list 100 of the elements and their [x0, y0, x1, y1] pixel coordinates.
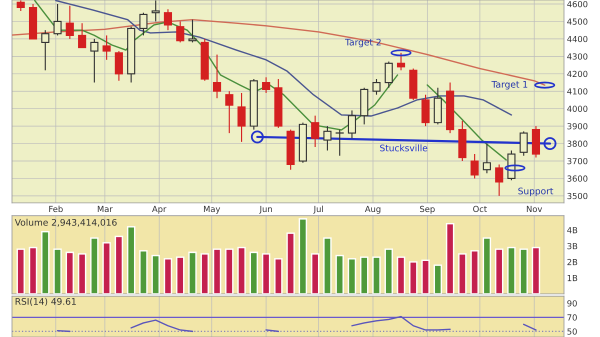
candlestick — [16, 0, 25, 12]
candlestick — [139, 12, 148, 36]
x-tick-label: Apr — [152, 206, 166, 214]
bar — [434, 264, 442, 294]
bar — [310, 253, 320, 294]
y-tick-label: 4000 — [567, 106, 588, 112]
y-tick-label: 70 — [567, 314, 577, 321]
x-tick-label: Jul — [313, 206, 323, 214]
bar — [237, 246, 246, 294]
y-tick-label: 2B — [567, 258, 578, 266]
y-tick-label: 4100 — [567, 88, 588, 95]
bar — [66, 252, 74, 294]
candlestick — [114, 50, 123, 82]
bar — [507, 246, 516, 294]
candlestick — [336, 129, 344, 156]
bar — [335, 254, 344, 294]
bar — [151, 254, 160, 294]
x-tick-label: Aug — [364, 206, 380, 214]
annotation: Target 1 — [491, 81, 528, 90]
bar — [164, 258, 172, 294]
candlestick — [41, 30, 50, 71]
y-tick-label: 4500 — [567, 18, 588, 25]
candlestick — [66, 5, 74, 40]
y-tick-label: 3700 — [567, 158, 588, 164]
bar — [470, 250, 479, 294]
bar — [274, 258, 283, 294]
annotation: Support — [518, 188, 554, 196]
candlestick — [495, 164, 504, 196]
bar — [323, 237, 332, 294]
bar — [421, 260, 430, 294]
bar — [298, 218, 308, 294]
candlestick — [372, 78, 381, 96]
candlestick — [262, 76, 270, 94]
candlestick — [212, 54, 222, 99]
x-tick-label: Sep — [420, 206, 435, 214]
candlestick — [482, 143, 491, 174]
bar — [250, 252, 258, 294]
y-tick-label: 4600 — [567, 0, 588, 8]
y-tick-label: 50 — [567, 328, 577, 335]
bar — [372, 256, 381, 294]
bar — [446, 222, 454, 294]
bar — [126, 226, 136, 294]
bar — [16, 248, 25, 294]
candlestick — [102, 34, 111, 60]
bar — [360, 256, 368, 294]
bar — [176, 256, 184, 294]
candlestick — [78, 22, 86, 48]
y-tick-label: 3800 — [567, 140, 588, 147]
candlestick — [90, 38, 98, 84]
y-tick-label: 4400 — [567, 36, 588, 42]
bar — [482, 237, 492, 294]
y-tick-label: 1B — [568, 275, 578, 282]
bar — [532, 246, 540, 294]
candlestick — [311, 115, 320, 148]
y-tick-label: 4200 — [567, 70, 588, 78]
bar — [188, 252, 197, 294]
bar — [53, 248, 62, 294]
bar — [384, 248, 393, 294]
candlestick — [225, 90, 234, 134]
bar — [458, 253, 467, 294]
candlestick — [348, 110, 356, 139]
bar — [348, 258, 356, 294]
x-tick-label: Nov — [526, 206, 542, 212]
x-tick-label: Oct — [473, 206, 487, 212]
x-tick-label: May — [204, 206, 220, 214]
y-tick-label: 3600 — [567, 175, 588, 182]
candlestick — [164, 8, 172, 31]
bar — [262, 253, 270, 294]
candlestick — [384, 61, 393, 88]
bar — [102, 242, 111, 294]
y-tick-label: 4B — [567, 227, 578, 234]
bar — [139, 250, 148, 294]
candlestick — [188, 19, 197, 43]
x-tick-label: Feb — [49, 206, 63, 212]
y-tick-label: 4300 — [567, 53, 588, 60]
bar — [28, 246, 38, 294]
bar — [409, 261, 418, 294]
bar — [114, 236, 124, 294]
candlestick — [396, 52, 406, 71]
bar — [78, 253, 86, 294]
chart-title: RSI(14) 49.61 — [16, 298, 76, 306]
bar — [396, 256, 406, 294]
series-label: Stucksville — [380, 144, 428, 152]
bar — [200, 253, 209, 294]
bar — [41, 230, 50, 294]
bar — [286, 232, 295, 294]
candlestick — [323, 126, 332, 152]
candlestick — [238, 92, 246, 142]
x-tick-label: Mar — [98, 206, 113, 212]
x-tick-label: Jun — [259, 206, 272, 214]
candlestick — [176, 20, 184, 43]
candlestick — [470, 153, 479, 180]
bar — [212, 248, 222, 294]
bar — [225, 248, 234, 294]
bar — [494, 248, 504, 294]
y-tick-label: 3900 — [567, 123, 588, 130]
y-tick-label: 3B — [567, 242, 578, 250]
candlestick — [520, 130, 528, 156]
bar — [519, 248, 528, 294]
candlestick — [422, 94, 430, 127]
